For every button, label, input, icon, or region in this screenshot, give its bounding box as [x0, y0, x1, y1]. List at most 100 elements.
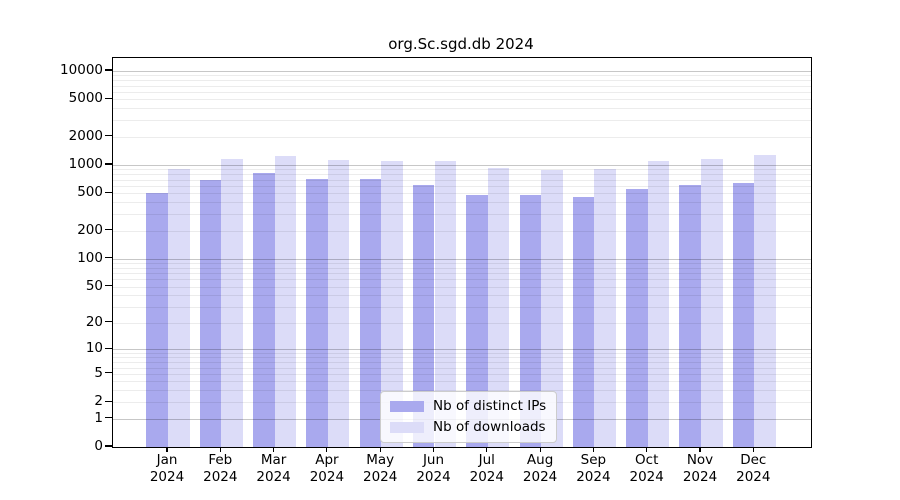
x-tick-mark — [592, 447, 594, 452]
y-tick-mark — [105, 372, 112, 374]
x-tick-mark — [326, 447, 328, 452]
gridline-minor — [113, 373, 811, 375]
gridline-minor — [113, 75, 811, 77]
y-tick-mark — [105, 284, 112, 287]
y-tick-label: 500 — [77, 184, 103, 201]
legend-item-distinct-ips: Nb of distinct IPs — [390, 399, 546, 414]
gridline-minor — [113, 267, 811, 269]
y-tick-label: 200 — [77, 221, 103, 238]
y-tick-label: 10000 — [60, 62, 103, 79]
gridline-minor — [113, 279, 811, 281]
y-tick-mark — [105, 257, 112, 259]
bar-downloads-apr — [327, 159, 350, 447]
x-tick-label: May 2024 — [363, 452, 398, 485]
y-tick-label: 50 — [85, 277, 103, 294]
x-tick-mark — [273, 447, 275, 452]
x-tick-label: Oct 2024 — [629, 452, 664, 485]
bar-distinct-ips-jul — [466, 194, 488, 447]
gridline-minor — [113, 286, 811, 288]
x-tick-mark — [432, 447, 435, 452]
y-tick-mark — [105, 135, 112, 137]
x-tick-mark — [379, 447, 381, 452]
gridline-minor — [113, 136, 811, 138]
bar-distinct-ips-nov — [679, 185, 701, 447]
bar-downloads-dec — [754, 155, 776, 447]
bar-distinct-ips-feb — [199, 180, 222, 447]
bar-distinct-ips-dec — [732, 183, 755, 447]
x-tick-label: Aug 2024 — [522, 452, 558, 485]
gridline-minor — [113, 272, 811, 274]
x-tick-mark — [166, 447, 168, 452]
gridline-minor — [113, 169, 811, 171]
y-tick-label: 10 — [85, 340, 103, 357]
x-tick-mark — [539, 447, 541, 452]
gridline-minor — [113, 306, 811, 308]
bar-downloads-nov — [701, 158, 723, 447]
gridline-minor — [113, 262, 811, 264]
gridline-minor — [113, 367, 811, 369]
chart-title: org.Sc.sgd.db 2024 — [388, 35, 534, 53]
gridline-minor — [113, 353, 811, 354]
gridline-minor — [113, 214, 811, 216]
y-tick-mark — [105, 445, 112, 447]
bar-downloads-jul — [487, 168, 510, 447]
bar-distinct-ips-apr — [306, 179, 328, 447]
plot-area: Nb of distinct IPs Nb of downloads — [112, 57, 812, 448]
bar-downloads-jun — [434, 160, 457, 447]
y-tick-label: 0 — [94, 438, 103, 454]
bar-distinct-ips-jun — [412, 185, 435, 447]
gridline-minor — [113, 362, 811, 364]
x-tick-mark — [219, 447, 221, 452]
gridline-minor — [113, 85, 811, 87]
x-tick-mark — [752, 447, 754, 452]
bars-layer — [113, 58, 811, 447]
gridline-minor — [113, 174, 811, 176]
bar-distinct-ips-sep — [572, 197, 595, 447]
bar-downloads-sep — [594, 169, 616, 447]
gridline-minor — [113, 230, 811, 232]
gridline-minor — [113, 120, 811, 122]
gridline-major — [113, 258, 811, 260]
x-tick-label: Mar 2024 — [256, 452, 291, 485]
legend: Nb of distinct IPs Nb of downloads — [380, 391, 558, 443]
gridline-major — [113, 349, 811, 351]
y-tick-mark — [105, 321, 112, 323]
gridline-minor — [113, 99, 811, 101]
gridline-minor — [113, 381, 811, 383]
y-tick-mark — [105, 228, 112, 231]
gridline-minor — [113, 179, 811, 181]
y-tick-label: 1000 — [68, 155, 103, 172]
bar-downloads-feb — [221, 158, 243, 447]
y-tick-mark — [105, 400, 112, 402]
gridline-minor — [113, 202, 811, 204]
gridline-minor — [113, 91, 811, 93]
y-tick-label: 2 — [94, 393, 103, 410]
x-tick-label: Sep 2024 — [576, 452, 611, 485]
gridline-major — [113, 164, 811, 166]
x-tick-label: Apr 2024 — [309, 452, 345, 485]
y-tick-mark — [105, 69, 112, 71]
bar-distinct-ips-jan — [146, 192, 168, 447]
bar-distinct-ips-oct — [626, 188, 648, 447]
x-tick-mark — [699, 447, 701, 452]
x-tick-label: Nov 2024 — [682, 452, 718, 485]
y-tick-label: 5000 — [68, 90, 103, 107]
y-tick-mark — [105, 97, 112, 99]
bar-distinct-ips-may — [359, 179, 382, 447]
x-tick-label: Dec 2024 — [736, 452, 771, 485]
gridline-minor — [113, 390, 811, 392]
grid-layer — [113, 58, 811, 447]
gridline-minor — [113, 322, 811, 324]
bar-downloads-may — [381, 160, 403, 447]
gridline-minor — [113, 80, 811, 82]
x-tick-label: Feb 2024 — [203, 452, 238, 485]
x-tick-mark — [486, 447, 488, 452]
legend-swatch-distinct-ips — [390, 401, 424, 412]
bar-downloads-oct — [647, 161, 670, 447]
y-tick-label: 20 — [85, 313, 103, 330]
legend-swatch-downloads — [390, 422, 424, 433]
y-tick-mark — [105, 347, 112, 349]
bar-distinct-ips-mar — [253, 173, 275, 447]
bar-downloads-mar — [274, 155, 297, 447]
